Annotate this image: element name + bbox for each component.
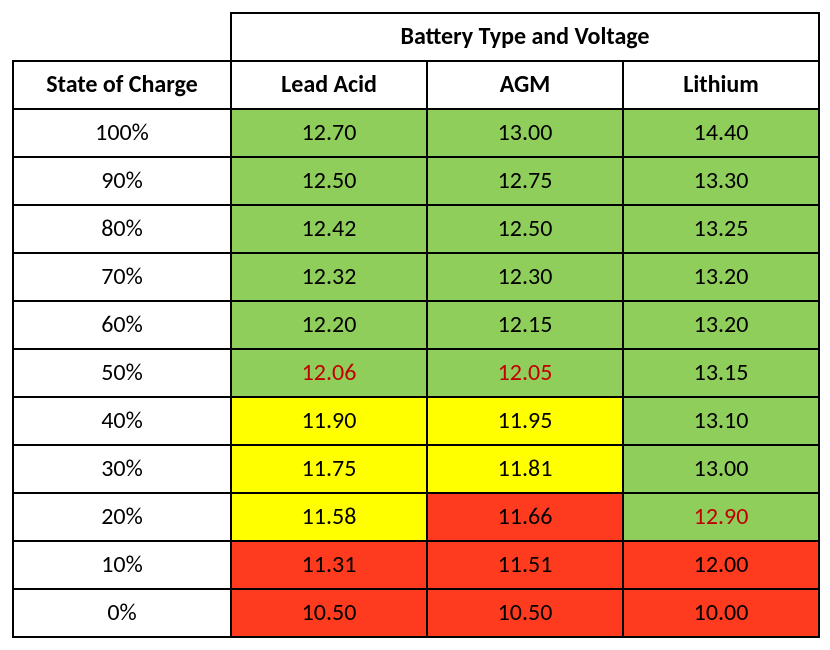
value-cell: 13.00 <box>623 445 819 493</box>
value-cell: 11.75 <box>231 445 427 493</box>
table-row: 0% 10.50 10.50 10.00 <box>13 589 819 637</box>
value-cell: 11.51 <box>427 541 623 589</box>
col-header-lead-acid: Lead Acid <box>231 61 427 109</box>
row-header-label: State of Charge <box>13 61 231 109</box>
empty-corner-cell <box>13 13 231 61</box>
value-cell: 12.20 <box>231 301 427 349</box>
table-row: 100% 12.70 13.00 14.40 <box>13 109 819 157</box>
value-cell: 13.10 <box>623 397 819 445</box>
value-cell: 13.25 <box>623 205 819 253</box>
value-cell: 12.70 <box>231 109 427 157</box>
value-cell: 14.40 <box>623 109 819 157</box>
value-cell: 10.50 <box>427 589 623 637</box>
table-row: 30% 11.75 11.81 13.00 <box>13 445 819 493</box>
value-cell: 10.00 <box>623 589 819 637</box>
value-cell: 12.90 <box>623 493 819 541</box>
soc-cell: 20% <box>13 493 231 541</box>
soc-cell: 60% <box>13 301 231 349</box>
soc-cell: 70% <box>13 253 231 301</box>
value-cell: 10.50 <box>231 589 427 637</box>
value-cell: 12.50 <box>427 205 623 253</box>
value-cell: 11.95 <box>427 397 623 445</box>
value-cell: 12.05 <box>427 349 623 397</box>
soc-cell: 90% <box>13 157 231 205</box>
value-cell: 13.00 <box>427 109 623 157</box>
soc-cell: 40% <box>13 397 231 445</box>
value-cell: 12.15 <box>427 301 623 349</box>
table-row: 20% 11.58 11.66 12.90 <box>13 493 819 541</box>
value-cell: 11.66 <box>427 493 623 541</box>
value-cell: 12.00 <box>623 541 819 589</box>
value-cell: 13.15 <box>623 349 819 397</box>
value-cell: 13.30 <box>623 157 819 205</box>
value-cell: 12.75 <box>427 157 623 205</box>
value-cell: 12.42 <box>231 205 427 253</box>
soc-cell: 0% <box>13 589 231 637</box>
value-cell: 13.20 <box>623 253 819 301</box>
value-cell: 12.30 <box>427 253 623 301</box>
col-header-agm: AGM <box>427 61 623 109</box>
table-row: 50% 12.06 12.05 13.15 <box>13 349 819 397</box>
table-row: 10% 11.31 11.51 12.00 <box>13 541 819 589</box>
value-cell: 11.58 <box>231 493 427 541</box>
soc-cell: 50% <box>13 349 231 397</box>
soc-cell: 80% <box>13 205 231 253</box>
table-row: 60% 12.20 12.15 13.20 <box>13 301 819 349</box>
value-cell: 11.90 <box>231 397 427 445</box>
value-cell: 11.81 <box>427 445 623 493</box>
value-cell: 11.31 <box>231 541 427 589</box>
table-row: 40% 11.90 11.95 13.10 <box>13 397 819 445</box>
table-row: 90% 12.50 12.75 13.30 <box>13 157 819 205</box>
battery-voltage-table: Battery Type and Voltage State of Charge… <box>12 12 820 638</box>
soc-cell: 100% <box>13 109 231 157</box>
soc-cell: 30% <box>13 445 231 493</box>
soc-cell: 10% <box>13 541 231 589</box>
value-cell: 12.32 <box>231 253 427 301</box>
col-header-lithium: Lithium <box>623 61 819 109</box>
value-cell: 13.20 <box>623 301 819 349</box>
table-body: 100% 12.70 13.00 14.40 90% 12.50 12.75 1… <box>13 109 819 637</box>
table-title: Battery Type and Voltage <box>231 13 819 61</box>
value-cell: 12.06 <box>231 349 427 397</box>
table-row: 80% 12.42 12.50 13.25 <box>13 205 819 253</box>
value-cell: 12.50 <box>231 157 427 205</box>
table-row: 70% 12.32 12.30 13.20 <box>13 253 819 301</box>
